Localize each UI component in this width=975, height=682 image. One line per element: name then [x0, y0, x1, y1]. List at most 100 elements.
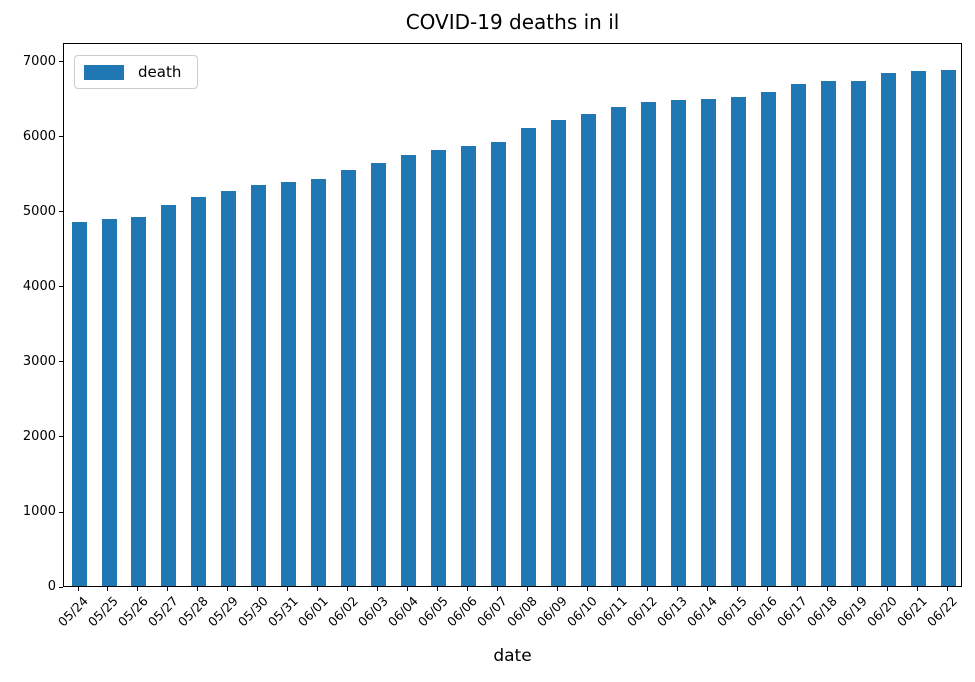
x-tick-label: 06/18: [803, 593, 841, 630]
x-tick-label: 06/02: [324, 593, 361, 630]
bar-06/05: [431, 150, 447, 586]
bar-06/02: [341, 169, 357, 586]
x-tick-mark: [467, 587, 468, 591]
x-tick-label: 06/22: [923, 593, 960, 630]
bar-06/01: [311, 178, 327, 586]
bar-05/24: [71, 221, 87, 586]
legend-label: death: [138, 63, 182, 81]
bar-06/19: [850, 80, 866, 586]
x-tick-mark: [107, 587, 109, 591]
x-tick-label: 06/01: [294, 593, 331, 630]
x-tick-label: 06/19: [833, 593, 871, 630]
x-tick-label: 06/14: [684, 593, 721, 630]
x-tick-label: 06/16: [744, 593, 781, 630]
y-tick-label: 7000: [22, 53, 56, 69]
x-tick-label: 05/30: [234, 593, 271, 630]
y-tick-label: 5000: [22, 203, 56, 219]
x-axis-label: date: [493, 646, 532, 666]
y-tick-label: 3000: [22, 353, 56, 369]
x-tick-mark: [676, 587, 678, 591]
bar-06/12: [640, 102, 656, 586]
x-tick-mark: [856, 587, 858, 591]
legend: death: [74, 55, 199, 89]
bar-06/16: [760, 91, 776, 586]
x-tick-label: 06/12: [624, 593, 661, 630]
x-tick-label: 05/28: [174, 593, 211, 630]
y-tick-label: 4000: [22, 278, 56, 294]
plot-area: death: [63, 43, 962, 587]
x-tick-mark: [437, 587, 439, 591]
bar-05/29: [221, 190, 237, 586]
bar-05/26: [131, 216, 147, 586]
bar-05/28: [191, 196, 207, 586]
x-tick-label: 06/04: [384, 593, 421, 630]
x-tick-label: 06/13: [654, 593, 691, 630]
bars-container: [64, 44, 961, 586]
x-tick-mark: [706, 587, 708, 591]
bar-05/30: [251, 185, 267, 586]
x-tick-mark: [137, 587, 139, 591]
bar-06/10: [580, 114, 596, 586]
bar-06/13: [670, 99, 686, 586]
x-tick-label: 06/20: [863, 593, 901, 630]
x-tick-mark: [646, 587, 648, 591]
bar-06/21: [910, 70, 926, 586]
x-tick-mark: [886, 587, 888, 591]
x-tick-label: 06/17: [774, 593, 811, 630]
bar-06/18: [820, 81, 836, 586]
x-tick-label: 05/25: [84, 593, 121, 630]
x-tick-mark: [317, 587, 319, 591]
bar-06/14: [700, 98, 716, 586]
x-tick-label: 05/24: [54, 593, 91, 630]
bar-06/20: [880, 72, 896, 586]
x-tick-mark: [796, 587, 798, 591]
x-tick-mark: [407, 587, 409, 591]
x-tick-label: 05/31: [264, 593, 301, 630]
chart-title: COVID-19 deaths in il: [405, 10, 620, 34]
x-tick-mark: [497, 587, 498, 591]
x-tick-mark: [77, 587, 79, 591]
x-tick-mark: [377, 587, 379, 591]
legend-swatch-icon: [84, 64, 124, 80]
x-tick-mark: [347, 587, 349, 591]
bar-06/04: [401, 154, 417, 586]
bar-06/17: [790, 84, 806, 586]
x-tick-mark: [527, 587, 528, 591]
x-tick-label: 06/21: [893, 593, 930, 630]
x-tick-mark: [557, 587, 558, 591]
x-tick-label: 06/09: [534, 593, 571, 630]
x-tick-label: 06/06: [444, 593, 481, 630]
bar-05/31: [281, 181, 297, 586]
x-tick-label: 05/26: [114, 593, 151, 630]
y-tick-label: 2000: [22, 428, 56, 444]
x-tick-label: 06/07: [474, 593, 511, 630]
y-tick-label: 6000: [22, 128, 56, 144]
bar-05/27: [161, 204, 177, 586]
bar-06/15: [730, 96, 746, 586]
x-tick-mark: [766, 587, 768, 591]
bar-06/03: [371, 162, 387, 586]
x-tick-label: 06/10: [564, 593, 601, 630]
x-tick-mark: [586, 587, 588, 591]
x-tick-label: 06/08: [504, 593, 541, 630]
y-tick-label: 0: [47, 579, 56, 594]
x-tick-mark: [616, 587, 618, 591]
x-tick-label: 06/15: [714, 593, 751, 630]
x-tick-mark: [167, 587, 169, 591]
x-tick-mark: [946, 587, 948, 591]
x-tick-label: 05/27: [144, 593, 181, 630]
bar-06/06: [461, 145, 477, 586]
bar-06/09: [551, 120, 566, 586]
x-tick-label: 06/11: [594, 593, 631, 630]
x-tick-mark: [257, 587, 259, 591]
x-tick-label: 05/29: [204, 593, 241, 630]
bar-05/25: [101, 219, 117, 586]
x-tick-label: 06/05: [414, 593, 451, 630]
x-tick-mark: [916, 587, 918, 591]
x-tick-mark: [826, 587, 828, 591]
x-tick-mark: [287, 587, 289, 591]
x-tick-label: 06/03: [354, 593, 391, 630]
bar-06/11: [610, 107, 626, 586]
x-tick-mark: [227, 587, 229, 591]
